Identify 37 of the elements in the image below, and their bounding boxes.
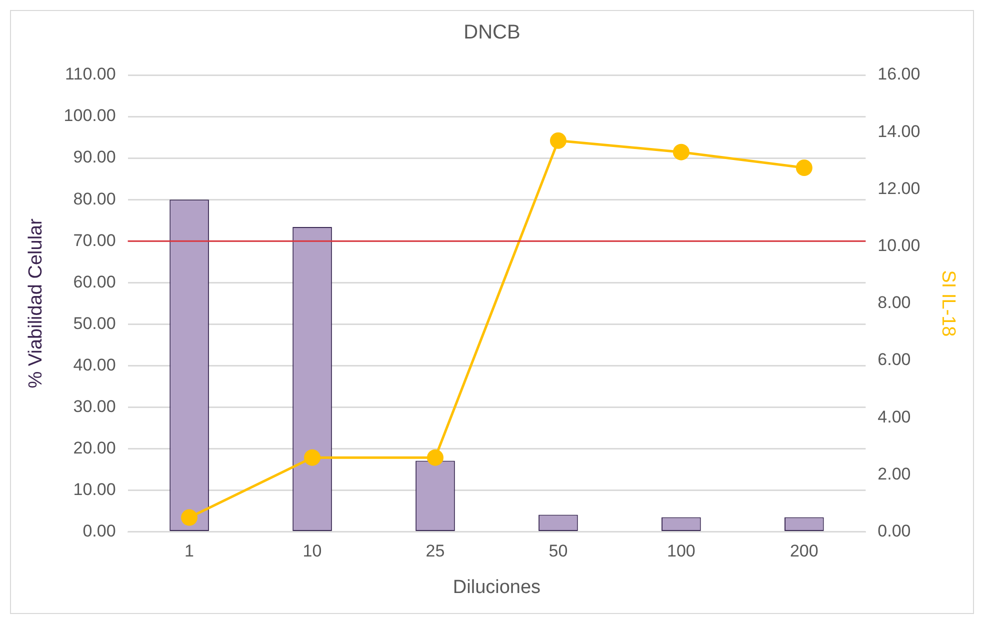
point <box>181 509 198 526</box>
x-tick-label: 25 <box>426 542 445 561</box>
y2-tick-label: 2.00 <box>878 464 911 484</box>
x-tick-label: 50 <box>548 542 568 561</box>
y-tick-label: 100.00 <box>64 106 116 126</box>
y2-tick-label: 10.00 <box>878 236 920 255</box>
x-tick-label: 1 <box>184 542 194 561</box>
y2-tick-label: 16.00 <box>878 64 920 84</box>
point <box>796 160 812 176</box>
y-tick-label: 50.00 <box>73 314 116 333</box>
point <box>672 144 690 160</box>
chart-title: DNCB <box>464 22 520 44</box>
y-tick-label: 60.00 <box>73 272 116 292</box>
point <box>550 132 566 149</box>
y-tick-label: 40.00 <box>73 355 116 374</box>
y-tick-label: 0.00 <box>82 521 116 540</box>
y-tick-label: 20.00 <box>73 438 116 458</box>
y2-tick-label: 14.00 <box>878 122 920 141</box>
y-tick-label: 30.00 <box>73 396 116 416</box>
y-tick-label: 90.00 <box>73 148 116 167</box>
y2-tick-label: 0.00 <box>878 521 911 540</box>
y-axis-title: % Viabilidad Celular <box>26 218 47 388</box>
y2-axis-title: SI IL-18 <box>937 270 958 337</box>
y2-tick-label: 8.00 <box>878 293 911 312</box>
y-tick-label: 110.00 <box>65 64 116 84</box>
point <box>304 449 321 466</box>
y2-tick-label: 12.00 <box>878 178 920 198</box>
y2-tick-label: 4.00 <box>878 407 911 426</box>
y2-tick-label: 6.00 <box>878 350 911 370</box>
x-tick-label: 200 <box>790 542 818 561</box>
x-tick-label: 100 <box>667 542 696 561</box>
point <box>426 449 444 466</box>
y-tick-label: 10.00 <box>73 480 116 499</box>
y-tick-label: 70.00 <box>73 230 116 250</box>
x-tick-label: 10 <box>302 542 322 561</box>
x-axis-title: Diluciones <box>452 576 541 598</box>
y-tick-label: 80.00 <box>73 189 116 208</box>
